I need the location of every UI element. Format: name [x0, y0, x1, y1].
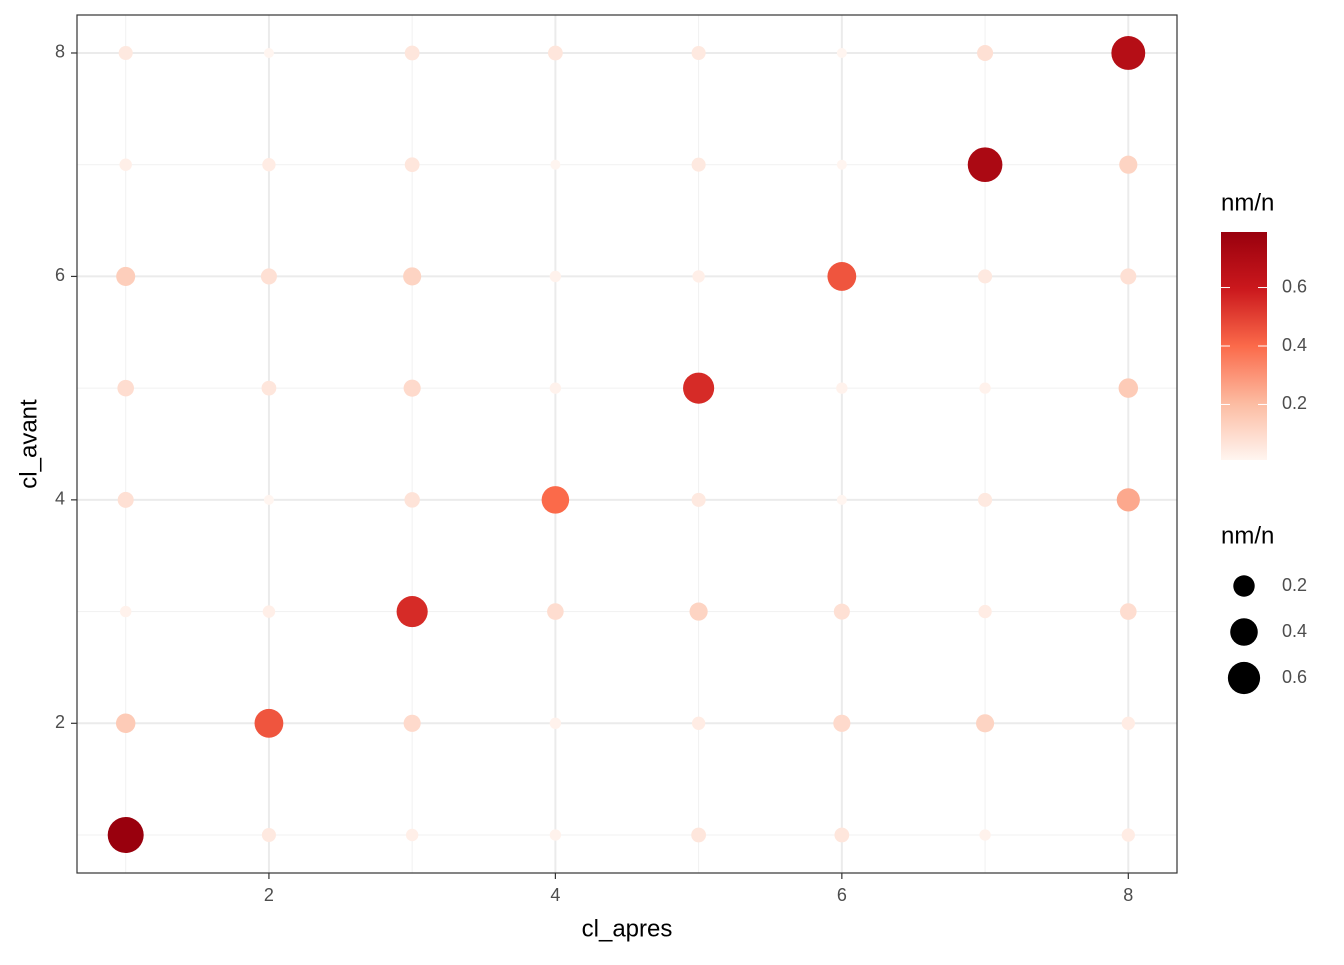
point [979, 382, 991, 394]
point [547, 45, 563, 61]
point [262, 158, 276, 172]
legend-title: nm/n [1221, 522, 1274, 549]
point [691, 716, 706, 730]
point [404, 492, 420, 508]
legend-key [1230, 618, 1258, 646]
point [107, 817, 144, 854]
point [836, 382, 848, 394]
point [403, 379, 421, 397]
point [404, 45, 420, 61]
point [836, 494, 847, 505]
point [1120, 268, 1137, 285]
point [262, 605, 276, 618]
point [405, 828, 419, 842]
point [683, 372, 715, 404]
point [1119, 155, 1138, 174]
point [263, 494, 274, 505]
point [1121, 716, 1135, 730]
point [403, 714, 421, 732]
point [978, 604, 992, 619]
point [547, 603, 564, 620]
point [691, 157, 706, 172]
legend-title: nm/n [1221, 189, 1274, 216]
x-tick-label: 6 [837, 885, 847, 905]
point [833, 714, 851, 732]
point [836, 47, 847, 58]
point [263, 47, 274, 58]
point [120, 605, 132, 618]
legend-label: 0.4 [1282, 621, 1307, 641]
point [1118, 378, 1139, 398]
point [549, 270, 562, 283]
legend-label: 0.6 [1282, 276, 1307, 296]
point [119, 158, 132, 171]
point [117, 379, 134, 397]
point [396, 596, 428, 628]
y-tick-label: 6 [55, 265, 65, 285]
y-tick-label: 2 [55, 712, 65, 732]
legend-label: 0.2 [1282, 393, 1307, 413]
legend-label: 0.6 [1282, 667, 1307, 687]
point [254, 708, 284, 738]
point [118, 45, 133, 61]
point [833, 603, 850, 620]
x-tick-label: 4 [550, 885, 560, 905]
point [549, 382, 562, 394]
point [260, 268, 277, 285]
legend-label: 0.4 [1282, 335, 1307, 355]
point [541, 486, 570, 514]
point [976, 714, 995, 733]
point [549, 717, 562, 729]
point [1121, 828, 1135, 842]
point [834, 827, 850, 843]
legend-key [1233, 575, 1255, 597]
point [549, 829, 562, 841]
point [117, 491, 134, 508]
panel-border [76, 14, 1178, 874]
point [116, 266, 136, 286]
point [836, 159, 847, 170]
x-axis-title: cl_apres [582, 915, 673, 942]
point [978, 492, 993, 507]
y-tick-label: 8 [55, 42, 65, 62]
point [261, 380, 277, 396]
point [689, 602, 708, 621]
x-tick-label: 8 [1123, 885, 1133, 905]
legend-key [1227, 661, 1261, 695]
point [1120, 603, 1137, 620]
point [404, 157, 420, 173]
point [1111, 36, 1146, 70]
point [827, 262, 857, 291]
point [691, 827, 707, 843]
point [1116, 488, 1140, 512]
point [978, 269, 993, 284]
point [977, 44, 994, 61]
point [403, 267, 422, 286]
point [692, 270, 705, 283]
x-tick-label: 2 [264, 885, 274, 905]
point [691, 45, 706, 61]
y-tick-label: 4 [55, 489, 65, 509]
point [967, 147, 1003, 183]
point [115, 713, 136, 734]
point [691, 492, 706, 507]
point [261, 827, 276, 843]
point [550, 159, 561, 170]
legend-label: 0.2 [1282, 575, 1307, 595]
point [979, 829, 991, 841]
y-axis-title: cl_avant [15, 399, 42, 489]
